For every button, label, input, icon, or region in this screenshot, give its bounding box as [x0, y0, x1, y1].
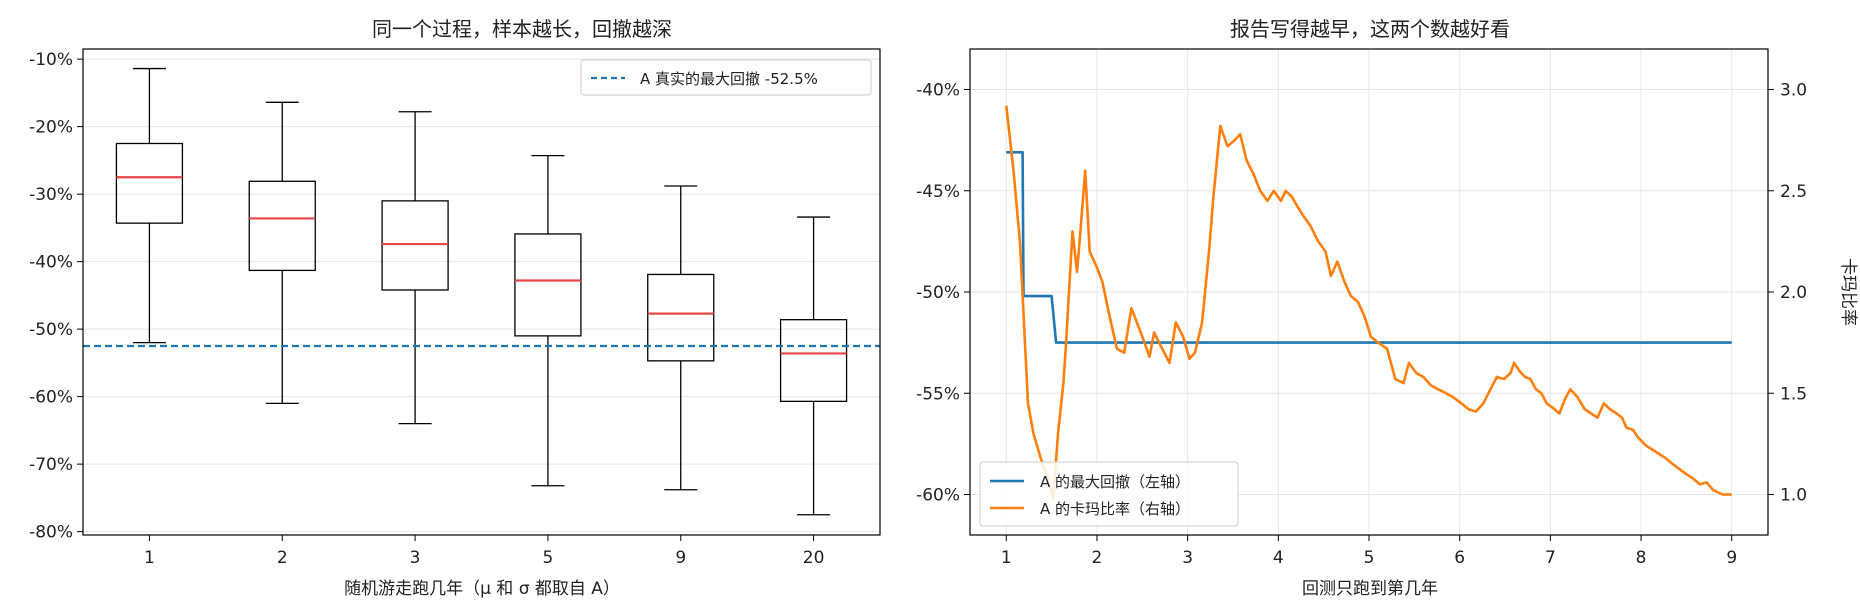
left-x-tick-label: 9 — [675, 548, 686, 568]
right-y2-tick-label: 1.5 — [1780, 384, 1807, 404]
interquartile-box — [779, 319, 848, 402]
right-y-tick-label: -40% — [916, 81, 960, 101]
right-x-tick-label: 7 — [1545, 548, 1556, 568]
right-x-axis-label: 回测只跑到第几年 — [1302, 579, 1438, 599]
right-tick-labels: 1 2 3 4 5 6 7 8 9 -40% -45% -50% -55% -60% 1.0 1.5 2.0 2.… — [916, 81, 1807, 569]
right-x-tick-label: 1 — [1001, 548, 1012, 568]
box-2 — [248, 101, 316, 405]
left-y-tick-label: -10% — [29, 50, 73, 70]
left-x-tick-label: 1 — [144, 548, 155, 568]
box-9 — [647, 185, 715, 491]
right-x-tick-label: 5 — [1364, 548, 1375, 568]
interquartile-box — [514, 233, 582, 337]
left-y-tick-label: -20% — [29, 118, 73, 138]
right-y2-tick-label: 1.0 — [1780, 486, 1807, 506]
right-y-tick-label: -55% — [916, 384, 960, 404]
interquartile-box — [115, 142, 184, 224]
left-legend: A 真实的最大回撤 -52.5% — [580, 59, 872, 96]
left-y-tick-label: -50% — [29, 320, 73, 340]
left-plot-frame — [82, 48, 881, 536]
reference-line-legend-label: A 真实的最大回撤 -52.5% — [640, 70, 818, 88]
right-plot-frame — [969, 48, 1769, 536]
right-x-tick-label: 4 — [1273, 548, 1284, 568]
right-series — [1005, 105, 1732, 500]
right-y2-tick-label: 2.0 — [1780, 283, 1807, 303]
box-3 — [381, 111, 449, 425]
right-x-tick-label: 3 — [1182, 548, 1193, 568]
right-y2-axis-label: 卡玛比率 — [1838, 258, 1858, 326]
right-y-tick-label: -50% — [916, 283, 960, 303]
interquartile-box — [248, 180, 316, 272]
left-x-tick-label: 3 — [410, 548, 421, 568]
left-x-tick-label: 2 — [277, 548, 288, 568]
right-y2-tick-label: 3.0 — [1780, 81, 1807, 101]
right-y2-tick-label: 2.5 — [1780, 182, 1807, 202]
left-panel: 同一个过程，样本越长，回撤越深 -10% -20% -30% -40% -50% -60%… — [29, 17, 881, 599]
right-grid — [970, 49, 1768, 535]
interquartile-box — [381, 200, 449, 291]
left-y-tick-label: -60% — [29, 388, 73, 408]
left-legend-box — [580, 59, 872, 96]
left-x-axis-label: 随机游走跑几年（μ 和 σ 都取自 A） — [344, 579, 620, 599]
left-boxes — [115, 67, 848, 516]
right-panel: 报告写得越早，这两个数越好看 1 2 3 4 5 6 7 8 9 -40% -45% -50% -55%… — [916, 17, 1858, 599]
mdd-legend-label: A 的最大回撤（左轴） — [1040, 473, 1190, 491]
left-x-tick-label: 20 — [803, 548, 825, 568]
box-1 — [115, 67, 184, 344]
left-x-tick-label: 5 — [543, 548, 554, 568]
interquartile-box — [647, 273, 715, 362]
calmar-series-line — [1005, 105, 1732, 500]
left-y-tick-label: -40% — [29, 253, 73, 273]
box-5 — [514, 154, 582, 487]
left-chart-title: 同一个过程，样本越长，回撤越深 — [372, 17, 672, 41]
right-y-tick-label: -60% — [916, 486, 960, 506]
left-y-tick-label: -80% — [29, 523, 73, 543]
right-x-tick-label: 2 — [1092, 548, 1103, 568]
left-y-tick-label: -70% — [29, 455, 73, 475]
left-tick-labels: -10% -20% -30% -40% -50% -60% -70% -80% 1 2 3 5 9 20 — [29, 50, 824, 568]
left-y-tick-label: -30% — [29, 185, 73, 205]
right-x-tick-label: 8 — [1636, 548, 1647, 568]
left-grid — [83, 58, 880, 533]
right-legend-box — [979, 461, 1239, 527]
mdd-series-line — [1006, 151, 1732, 344]
right-chart-title: 报告写得越早，这两个数越好看 — [1230, 17, 1510, 41]
right-x-tick-label: 9 — [1726, 548, 1737, 568]
calmar-legend-label: A 的卡玛比率（右轴） — [1040, 500, 1190, 518]
box-20 — [779, 216, 848, 516]
right-y-tick-label: -45% — [916, 182, 960, 202]
right-legend: A 的最大回撤（左轴） A 的卡玛比率（右轴） — [979, 461, 1239, 527]
right-x-tick-label: 6 — [1454, 548, 1465, 568]
